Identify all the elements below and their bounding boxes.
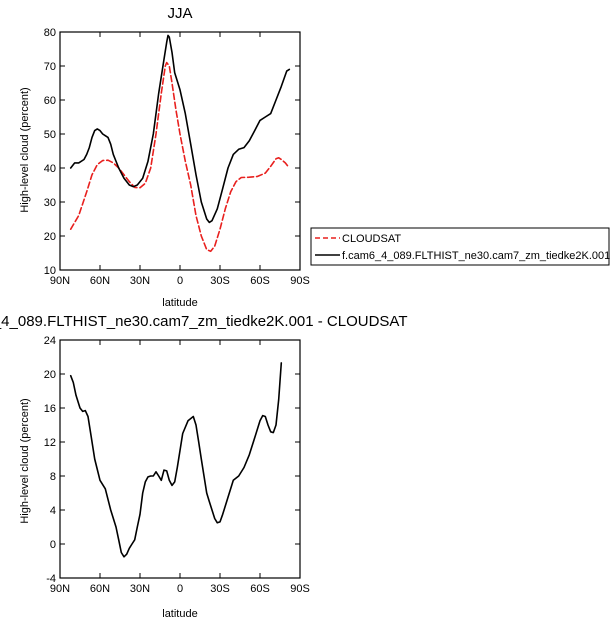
bottom-panel: 6_4_089.FLTHIST_ne30.cam7_zm_tiedke2K.00… <box>0 313 408 620</box>
bottom-y-tick-label: -4 <box>46 573 56 585</box>
top-y-tick-label: 30 <box>44 197 56 209</box>
top-series-line-0 <box>69 61 289 253</box>
bottom-chart-title: 6_4_089.FLTHIST_ne30.cam7_zm_tiedke2K.00… <box>0 313 408 330</box>
top-plot-frame <box>59 31 301 271</box>
bottom-y-tick-label: 24 <box>44 335 56 347</box>
bottom-x-tick-label: 90S <box>290 583 310 595</box>
bottom-y-tick-label: 4 <box>50 505 56 517</box>
bottom-y-tick-label: 0 <box>50 539 56 551</box>
top-x-tick-label: 90S <box>290 275 310 287</box>
bottom-x-tick-label: 30S <box>210 583 230 595</box>
bottom-x-tick-label: 60N <box>90 583 110 595</box>
bottom-y-tick-label: 12 <box>44 437 56 449</box>
bottom-y-tick-label: 20 <box>44 369 56 381</box>
bottom-x-tick-label: 60S <box>250 583 270 595</box>
bottom-plot-area: 90N 60N 30N 0 30S 60S 90S -4 0 4 8 12 16 20 24 <box>44 335 310 595</box>
top-y-tick-label: 80 <box>44 27 56 39</box>
bottom-plot-frame <box>59 339 301 579</box>
bottom-x-tick-label: 90N <box>50 583 70 595</box>
top-y-tick-label: 50 <box>44 129 56 141</box>
top-series-line-1 <box>69 34 291 224</box>
bottom-series-line-0 <box>69 362 283 558</box>
top-y-tick-label: 40 <box>44 163 56 175</box>
bottom-x-tick-label: 0 <box>177 583 183 595</box>
top-y-tick-label: 10 <box>44 265 56 277</box>
bottom-x-axis-label: latitude <box>162 608 197 620</box>
top-y-tick-label: 60 <box>44 95 56 107</box>
bottom-y-tick-label: 8 <box>50 471 56 483</box>
top-chart-title: JJA <box>167 5 192 22</box>
legend-label-cloudsat: CLOUDSAT <box>342 233 401 245</box>
top-y-axis-label: High-level cloud (percent) <box>19 87 31 212</box>
bottom-y-tick-label: 16 <box>44 403 56 415</box>
top-x-tick-label: 60S <box>250 275 270 287</box>
bottom-x-tick-label: 30N <box>130 583 150 595</box>
top-x-tick-label: 90N <box>50 275 70 287</box>
top-plot-area: 90N 60N 30N 0 30S 60S 90S 10 20 30 40 50 60 70 80 <box>44 27 310 287</box>
top-x-tick-label: 30N <box>130 275 150 287</box>
top-y-tick-label: 70 <box>44 61 56 73</box>
top-x-tick-label: 30S <box>210 275 230 287</box>
top-x-tick-label: 60N <box>90 275 110 287</box>
legend-label-model: f.cam6_4_089.FLTHIST_ne30.cam7_zm_tiedke… <box>342 250 610 262</box>
top-x-tick-label: 0 <box>177 275 183 287</box>
top-x-axis-label: latitude <box>162 297 197 309</box>
top-panel: JJA High-level cloud (percent) latitude … <box>19 5 310 309</box>
legend: CLOUDSAT f.cam6_4_089.FLTHIST_ne30.cam7_… <box>310 227 610 266</box>
legend-box <box>310 227 610 266</box>
bottom-y-axis-label: High-level cloud (percent) <box>19 398 31 523</box>
top-y-tick-label: 20 <box>44 231 56 243</box>
